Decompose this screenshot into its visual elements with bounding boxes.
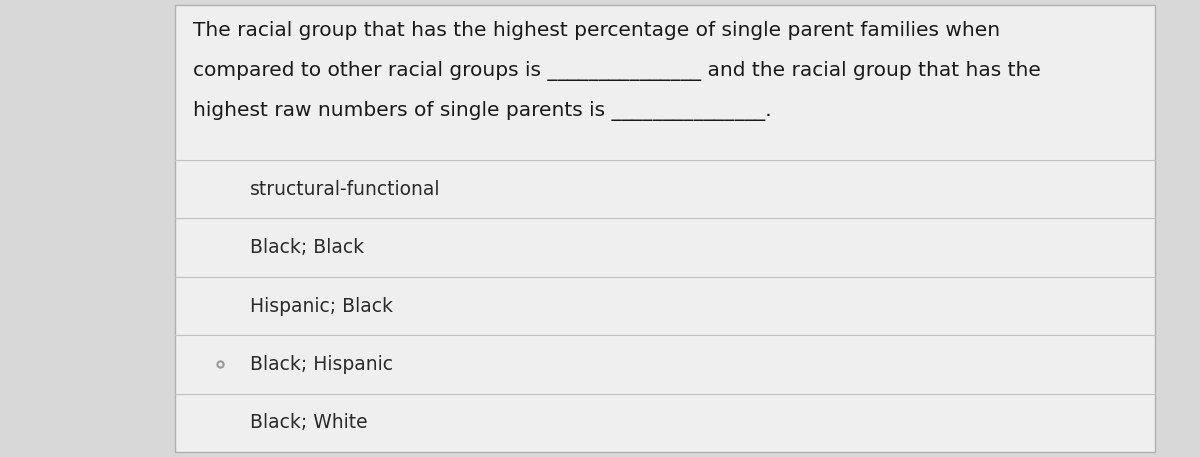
Text: highest raw numbers of single parents is _______________.: highest raw numbers of single parents is… [193, 101, 772, 121]
Text: Hispanic; Black: Hispanic; Black [250, 297, 394, 315]
Text: The racial group that has the highest percentage of single parent families when: The racial group that has the highest pe… [193, 21, 1000, 40]
FancyBboxPatch shape [175, 5, 1154, 452]
Text: compared to other racial groups is _______________ and the racial group that has: compared to other racial groups is _____… [193, 61, 1040, 81]
Text: Black; Hispanic: Black; Hispanic [250, 355, 394, 374]
Text: structural-functional: structural-functional [250, 180, 440, 199]
Text: Black; Black: Black; Black [250, 238, 364, 257]
Text: Black; White: Black; White [250, 413, 367, 432]
